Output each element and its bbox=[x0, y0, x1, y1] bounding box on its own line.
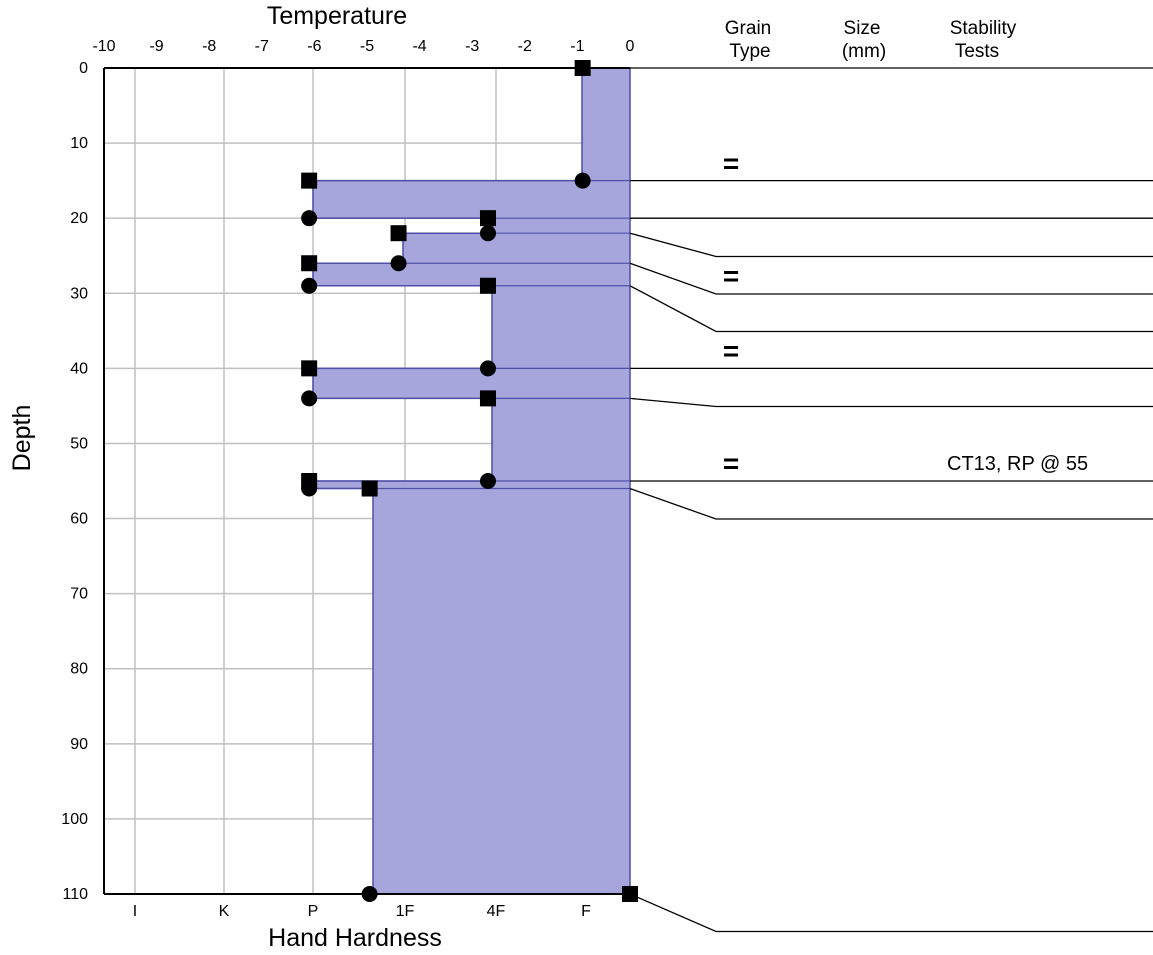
square-marker bbox=[622, 886, 638, 902]
depth-axis-title: Depth bbox=[8, 405, 36, 472]
temperature-tick-label: -8 bbox=[202, 38, 216, 55]
grain-type-symbol: = bbox=[723, 260, 739, 291]
layer-boundary-line bbox=[629, 262, 1153, 295]
square-marker bbox=[301, 172, 318, 189]
grain-type-symbol: = bbox=[723, 148, 739, 179]
hardness-tick-label: P bbox=[308, 903, 319, 920]
square-marker bbox=[390, 225, 407, 242]
layer-boundary-line bbox=[629, 893, 1153, 933]
circle-marker bbox=[479, 360, 496, 377]
temperature-tick-label: -9 bbox=[149, 38, 163, 55]
column-header-grain: Grain bbox=[725, 18, 771, 39]
depth-tick-label: 60 bbox=[70, 511, 88, 528]
circle-marker bbox=[479, 225, 496, 242]
circle-marker bbox=[361, 886, 378, 902]
temperature-tick-label: -3 bbox=[465, 38, 479, 55]
layer-boundary-line bbox=[629, 487, 1153, 520]
depth-tick-label: 10 bbox=[70, 135, 88, 152]
stability-test-labels: CT13, RP @ 55 bbox=[947, 453, 1088, 475]
circle-marker bbox=[301, 390, 318, 407]
hardness-tick-labels: I K P 1F 4F F bbox=[133, 903, 591, 920]
temperature-tick-label: -4 bbox=[412, 38, 426, 55]
depth-tick-label: 50 bbox=[70, 435, 88, 452]
square-marker bbox=[479, 210, 496, 227]
temperature-tick-label: -7 bbox=[255, 38, 269, 55]
grain-type-symbol: = bbox=[723, 335, 739, 366]
circle-marker bbox=[301, 480, 318, 497]
temperature-tick-label: -1 bbox=[570, 38, 584, 55]
grain-type-symbols: = = = = bbox=[723, 148, 739, 479]
column-subheader-stab: Tests bbox=[955, 41, 999, 62]
temperature-tick-label: 0 bbox=[626, 38, 635, 55]
column-header-stab: Stability bbox=[950, 18, 1017, 39]
temperature-tick-label: -10 bbox=[92, 38, 115, 55]
depth-tick-label: 90 bbox=[70, 736, 88, 753]
square-marker bbox=[361, 480, 378, 497]
square-marker bbox=[479, 277, 496, 294]
temperature-markers bbox=[301, 60, 638, 902]
depth-tick-label: 80 bbox=[70, 661, 88, 678]
hand-hardness-axis-title: Hand Hardness bbox=[268, 924, 442, 952]
hardness-tick-label: F bbox=[581, 903, 591, 920]
temperature-tick-label: -6 bbox=[307, 38, 321, 55]
depth-tick-label: 30 bbox=[70, 285, 88, 302]
circle-marker bbox=[390, 255, 407, 272]
column-header-size: Size bbox=[844, 18, 881, 39]
depth-tick-label: 20 bbox=[70, 210, 88, 227]
column-subheader-size: (mm) bbox=[842, 41, 886, 62]
temperature-tick-labels: -10 -9 -8 -7 -6 -5 -4 -3 -2 -1 0 bbox=[92, 38, 634, 55]
layer-boundary-line bbox=[629, 285, 1153, 333]
temperature-axis-title: Temperature bbox=[267, 2, 407, 30]
circle-marker bbox=[479, 473, 496, 489]
circle-marker bbox=[301, 277, 318, 294]
layer-boundary-lines bbox=[629, 67, 1153, 933]
temperature-tick-label: -5 bbox=[360, 38, 374, 55]
hardness-tick-label: K bbox=[219, 903, 230, 920]
hardness-tick-label: 4F bbox=[487, 903, 506, 920]
hardness-tick-label: I bbox=[133, 903, 137, 920]
depth-tick-labels: 0 10 20 30 40 50 60 70 80 90 100 110 bbox=[61, 60, 88, 903]
square-marker bbox=[301, 255, 318, 272]
depth-tick-label: 100 bbox=[61, 811, 88, 828]
depth-tick-label: 40 bbox=[70, 360, 88, 377]
square-marker bbox=[574, 60, 591, 76]
depth-tick-label: 110 bbox=[62, 886, 88, 903]
depth-tick-label: 0 bbox=[79, 60, 88, 77]
layer-boundary-line bbox=[629, 232, 1153, 258]
circle-marker bbox=[301, 210, 318, 227]
depth-tick-label: 70 bbox=[70, 586, 88, 603]
square-marker bbox=[479, 390, 496, 407]
temperature-tick-label: -2 bbox=[518, 38, 532, 55]
grain-type-symbol: = bbox=[723, 448, 739, 479]
square-marker bbox=[301, 360, 318, 377]
circle-marker bbox=[574, 172, 591, 189]
column-subheader-grain: Type bbox=[729, 41, 770, 62]
hardness-tick-label: 1F bbox=[396, 903, 415, 920]
layer-boundary-line bbox=[629, 397, 1153, 408]
hardness-profile bbox=[312, 67, 631, 895]
stability-test-label: CT13, RP @ 55 bbox=[947, 453, 1088, 475]
